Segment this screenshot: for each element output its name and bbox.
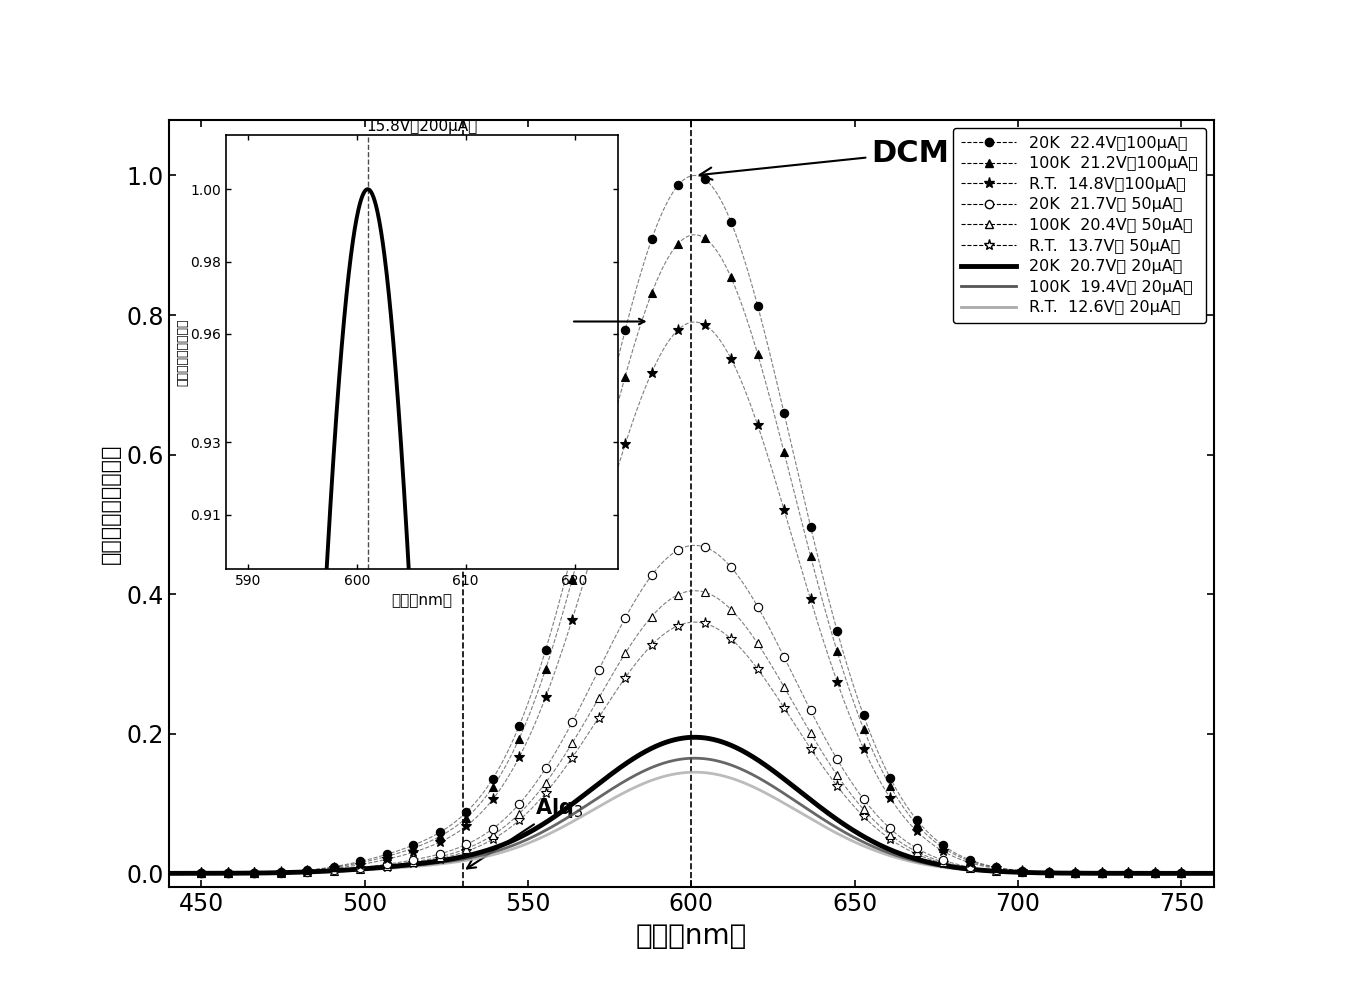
X-axis label: 波长（nm）: 波长（nm） [635,922,747,950]
Legend: 20K  22.4V（100μA）, 100K  21.2V（100μA）, R.T.  14.8V（100μA）, 20K  21.7V（ 50μA）, 10: 20K 22.4V（100μA）, 100K 21.2V（100μA）, R.T… [952,128,1206,323]
Text: Alq$_3$: Alq$_3$ [467,796,583,868]
Text: DCM: DCM [700,139,950,179]
Y-axis label: 发光强度（归一化）: 发光强度（归一化） [101,444,120,563]
